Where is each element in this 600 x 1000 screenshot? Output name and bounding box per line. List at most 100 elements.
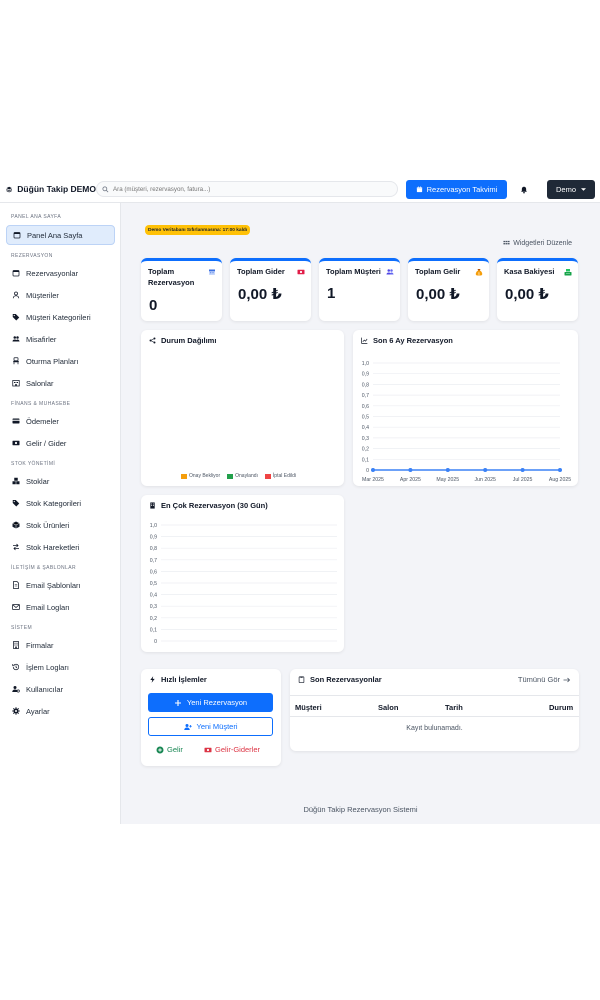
- search-input[interactable]: [113, 185, 393, 193]
- income-label: Gelir: [167, 745, 183, 754]
- money-bill-icon: [12, 440, 20, 446]
- stat-card-toplam-musteri: Toplam Müşteri 1: [319, 258, 400, 321]
- sidebar-item-kullanicilar[interactable]: Kullanıcılar: [6, 679, 115, 699]
- y-tick-label: 0,2: [362, 447, 369, 453]
- history-icon: [12, 663, 20, 671]
- user-icon: [12, 291, 20, 299]
- last-6-months-title: Son 6 Ay Rezervasyon: [361, 336, 453, 345]
- income-expense-label: Gelir-Giderler: [215, 745, 261, 754]
- sidebar-item-oturma-planlari[interactable]: Oturma Planları: [6, 351, 115, 371]
- sidebar-item-musteriler[interactable]: Müşteriler: [6, 285, 115, 305]
- sidebar-item-stok-kategorileri[interactable]: Stok Kategorileri: [6, 493, 115, 513]
- sidebar-item-stok-urunleri[interactable]: Stok Ürünleri: [6, 515, 115, 535]
- sidebar-item-firmalar[interactable]: Firmalar: [6, 635, 115, 655]
- view-all-label: Tümünü Gör: [517, 675, 560, 684]
- income-expense-link[interactable]: Gelir-Giderler: [204, 745, 260, 754]
- quick-actions-title-text: Hızlı İşlemler: [161, 675, 207, 684]
- sidebar-item-label: Misafirler: [26, 334, 57, 344]
- reservation-calendar-button[interactable]: Rezervasyon Takvimi: [406, 180, 507, 199]
- sidebar-item-rezervasyonlar[interactable]: Rezervasyonlar: [6, 263, 115, 283]
- quick-actions-title: Hızlı İşlemler: [149, 675, 207, 684]
- tags-icon: [12, 500, 20, 507]
- sidebar-item-islem-loglari[interactable]: İşlem Logları: [6, 657, 115, 677]
- line-chart: 1,0 0,9 0,8 0,7 0,6 0,5 0,4 0,3 0,2 0,1 0 Mar 2025 A…: [362, 361, 571, 483]
- view-all-link[interactable]: Tümünü Gör: [518, 675, 571, 684]
- x-tick-label: May 2025: [436, 477, 459, 483]
- new-customer-button[interactable]: Yeni Müşteri: [148, 717, 273, 736]
- table-header: Müşteri Salon Tarih Durum: [290, 695, 579, 717]
- sidebar-item-label: Stok Ürünleri: [26, 520, 70, 530]
- legend-item-approved: Onaylandı: [227, 473, 258, 479]
- y-tick-label: 1,0: [150, 523, 157, 529]
- y-tick-label: 0,7: [150, 558, 157, 564]
- top-navbar: Düğün Takip DEMO Rezervasyon Takvimi Dem…: [0, 176, 600, 203]
- building-icon: [13, 641, 19, 649]
- grid-icon: [503, 240, 510, 245]
- chart-line-icon: [361, 337, 368, 344]
- search-box[interactable]: [96, 181, 398, 197]
- sidebar-section-iletisim: İLETİŞİM & ŞABLONLAR: [11, 565, 76, 571]
- users-icon: [12, 336, 20, 342]
- new-reservation-button[interactable]: Yeni Rezervasyon: [148, 693, 273, 712]
- stat-label: Toplam Rezervasyon: [148, 267, 195, 287]
- sidebar-item-odemeler[interactable]: Ödemeler: [6, 411, 115, 431]
- recent-reservations-title: Son Rezervasyonlar: [298, 675, 382, 684]
- envelope-icon: [12, 604, 20, 610]
- brand[interactable]: Düğün Takip DEMO: [0, 184, 96, 194]
- new-reservation-label: Yeni Rezervasyon: [186, 698, 248, 707]
- main-content: Demo Veritabanı Sıfırlanmasına: 17:00 ka…: [121, 203, 600, 824]
- y-tick-label: 0,2: [150, 616, 157, 622]
- sidebar-item-ayarlar[interactable]: Ayarlar: [6, 701, 115, 721]
- user-menu-button[interactable]: Demo: [547, 180, 595, 199]
- y-tick-label: 0,3: [150, 604, 157, 610]
- sidebar-item-musteri-kategorileri[interactable]: Müşteri Kategorileri: [6, 307, 115, 327]
- stat-value: 1: [327, 285, 336, 302]
- plus-circle-icon: [156, 746, 164, 753]
- sidebar-section-rezervasyon: REZERVASYON: [11, 253, 53, 259]
- calendar-icon: [416, 186, 422, 193]
- sidebar-item-label: Rezervasyonlar: [26, 268, 79, 278]
- sidebar-item-label: Firmalar: [26, 640, 54, 650]
- user-plus-icon: [183, 723, 192, 730]
- sidebar-item-stoklar[interactable]: Stoklar: [6, 471, 115, 491]
- legend-item-pending: Onay Bekliyor: [181, 473, 220, 479]
- bar-chart: 1,0 0,9 0,8 0,7 0,6 0,5 0,4 0,3 0,2 0,1 0: [150, 523, 337, 645]
- data-point: [445, 468, 450, 472]
- column-header-salon[interactable]: Salon: [378, 703, 399, 712]
- sidebar-item-label: Kullanıcılar: [26, 684, 64, 694]
- sidebar-section-stok: STOK YÖNETİMİ: [11, 461, 56, 467]
- column-header-durum[interactable]: Durum: [549, 703, 574, 712]
- empty-state-text: Kayıt bulunamadı.: [406, 725, 463, 732]
- stat-value: 0,00 ₺: [505, 286, 549, 303]
- stat-card-kasa-bakiyesi: Kasa Bakiyesi 0,00 ₺: [497, 258, 578, 321]
- footer-text: Düğün Takip Rezervasyon Sistemi: [303, 805, 418, 814]
- sidebar-item-label: Stok Kategorileri: [26, 498, 82, 508]
- quick-actions-card: Hızlı İşlemler Yeni Rezervasyon Yeni Müş…: [141, 669, 281, 766]
- y-tick-label: 0,9: [150, 535, 157, 541]
- y-tick-label: 0,8: [362, 382, 369, 388]
- stat-value: 0,00 ₺: [238, 286, 282, 303]
- notifications-button[interactable]: [514, 180, 534, 199]
- income-link[interactable]: Gelir: [156, 745, 183, 754]
- column-header-tarih[interactable]: Tarih: [445, 703, 463, 712]
- sidebar-item-label: Müşteriler: [26, 290, 59, 300]
- sidebar-item-misafirler[interactable]: Misafirler: [6, 329, 115, 349]
- exchange-icon: [13, 543, 19, 551]
- sidebar-item-salonlar[interactable]: Salonlar: [6, 373, 115, 393]
- file-icon: [13, 581, 19, 589]
- plus-icon: [174, 699, 181, 706]
- sidebar-item-email-sablonlari[interactable]: Email Şablonları: [6, 575, 115, 595]
- column-header-musteri[interactable]: Müşteri: [295, 703, 322, 712]
- user-cog-icon: [12, 686, 20, 693]
- sidebar-item-panel-ana-sayfa[interactable]: Panel Ana Sayfa: [6, 225, 115, 245]
- sidebar-item-gelir-gider[interactable]: Gelir / Gider: [6, 433, 115, 453]
- y-tick-label: 1,0: [362, 361, 369, 367]
- y-tick-label: 0,5: [150, 581, 157, 587]
- sidebar-item-label: Ayarlar: [26, 706, 50, 716]
- demo-reset-badge: Demo Veritabanı Sıfırlanmasına: 17:00 ka…: [145, 225, 251, 235]
- sidebar-item-stok-hareketleri[interactable]: Stok Hareketleri: [6, 537, 115, 557]
- edit-widgets-button[interactable]: Widgetleri Düzenle: [503, 240, 572, 247]
- sidebar-item-email-loglari[interactable]: Email Logları: [6, 597, 115, 617]
- y-tick-label: 0,7: [362, 393, 369, 399]
- stat-value: 0,00 ₺: [416, 286, 460, 303]
